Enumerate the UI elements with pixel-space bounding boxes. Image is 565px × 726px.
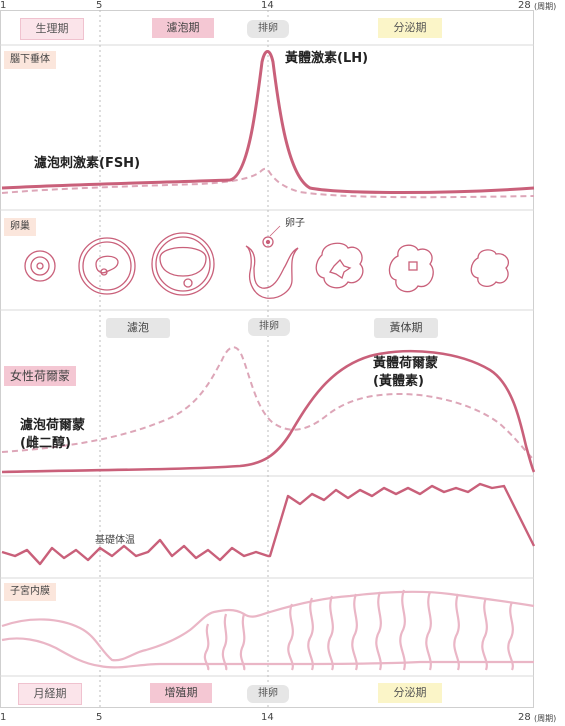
section-endometrium: 子宮内膜 (4, 583, 56, 601)
basal-temperature-line (1, 482, 536, 566)
corpus-albicans (470, 249, 510, 288)
basal-temperature-label: 基礎体温 (95, 535, 135, 546)
axis-day14-top: 14 (261, 0, 274, 11)
corpus-luteum (315, 242, 364, 289)
axis-day28-bottom: 28 (518, 712, 531, 723)
phase-ovulation-bottom: 排卵 (247, 685, 289, 703)
axis-day5-bottom: 5 (96, 712, 103, 723)
phase-ovulation-top: 排卵 (247, 20, 289, 38)
phase-menstrual-bottom: 月経期 (18, 683, 82, 705)
estrogen-curve (1, 346, 535, 461)
follicle-stage-1 (24, 250, 56, 282)
phase-follicular-top: 濾泡期 (152, 18, 214, 38)
fsh-label: 濾泡刺激素(FSH) (34, 156, 141, 171)
endometrial-glands (203, 589, 514, 671)
outer-frame (0, 10, 534, 708)
section-pituitary: 腦下垂体 (4, 51, 56, 69)
phase-menstrual-top: 生理期 (20, 18, 84, 40)
section-ovary: 卵巢 (4, 218, 36, 236)
egg-label: 卵子 (285, 218, 305, 229)
estrogen-label-line1: 濾泡荷爾蒙 (20, 418, 86, 433)
axis-unit-bottom: (周期) (534, 714, 557, 723)
follicle-stage-3 (151, 232, 215, 296)
axis-day28-top: 28 (518, 0, 531, 11)
progesterone-label-line1: 黃體荷爾蒙 (373, 356, 439, 371)
ovary-phase-luteal: 黃体期 (374, 318, 438, 338)
ovulating-follicle (245, 225, 299, 299)
phase-secretory-top: 分泌期 (378, 18, 442, 38)
axis-day5-top: 5 (96, 0, 103, 11)
section-female-hormones: 女性荷爾蒙 (4, 366, 77, 386)
phase-secretory-bottom: 分泌期 (378, 683, 442, 703)
lh-label: 黃體激素(LH) (285, 51, 369, 66)
progesterone-label-line2: (黃體素) (373, 374, 424, 389)
corpus-luteum-mature (388, 244, 434, 293)
lh-curve (1, 50, 535, 194)
fsh-curve (1, 167, 535, 199)
axis-day1-bottom: 1 (0, 712, 7, 723)
progesterone-curve (1, 349, 536, 474)
axis-day14-bottom: 14 (261, 712, 274, 723)
ovary-follicles (24, 225, 510, 299)
ovary-phase-ovulation: 排卵 (248, 318, 290, 336)
axis-day1-top: 1 (0, 0, 7, 11)
follicle-stage-2 (78, 237, 136, 295)
ovary-phase-follicular: 濾泡 (106, 318, 170, 338)
estrogen-label-line2: (雌二醇) (20, 436, 71, 451)
endometrium-base (1, 637, 534, 669)
phase-proliferative-bottom: 增殖期 (150, 683, 212, 703)
axis-unit-top: (周期) (534, 2, 557, 11)
